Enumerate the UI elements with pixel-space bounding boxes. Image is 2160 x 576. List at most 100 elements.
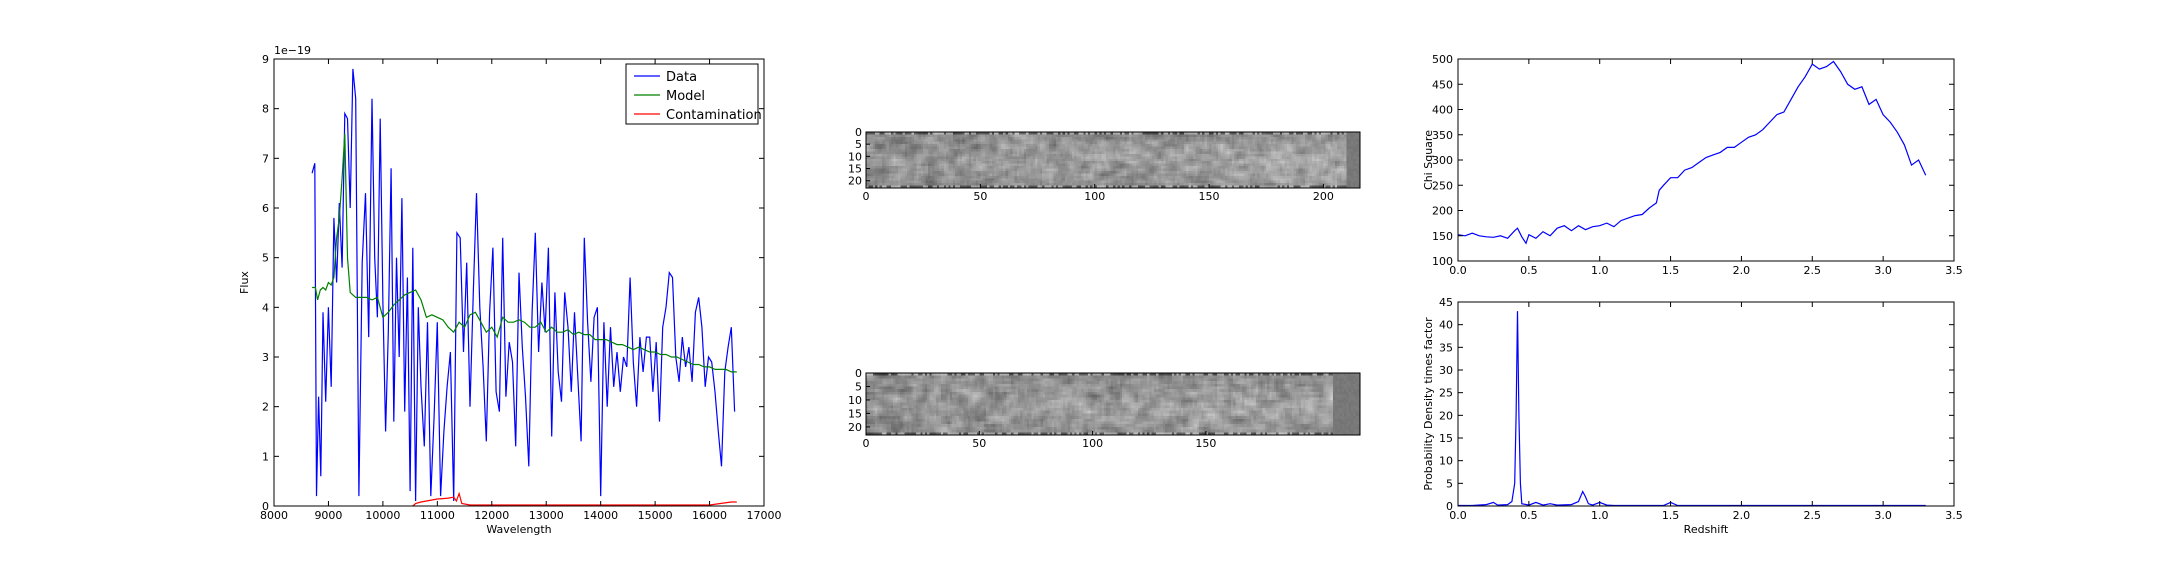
probability-ytick-label: 35	[1439, 341, 1453, 354]
spectrum-series-data-line	[311, 68, 736, 502]
legend-label-contamination: Contamination	[666, 108, 762, 123]
spectrum-xlabel: Wavelength	[486, 523, 551, 536]
spectrum-frame	[273, 58, 765, 507]
image-2-ytick-label: 5	[855, 380, 862, 393]
probability-xtick-label: 1.5	[1662, 509, 1680, 522]
image-1-xtick-label: 0	[863, 190, 870, 203]
spectrum-axes: 8000 9000 10000 11000 12000 13000 14000 15000 16…	[238, 44, 782, 536]
chi-square-ytick-label: 200	[1432, 205, 1453, 218]
image-2-xtick-label: 0	[863, 437, 870, 450]
chi-square-xtick-label: 3.0	[1874, 264, 1892, 277]
spectrum-ytick-label: 7	[262, 152, 269, 165]
spectrum-ytick-label: 1	[262, 450, 269, 463]
spectrum-ytick-label: 5	[262, 252, 269, 265]
spectrum-xtick-label: 9000	[314, 509, 342, 522]
probability-ytick-label: 0	[1446, 500, 1453, 513]
spectrum-xtick-label: 11000	[420, 509, 455, 522]
spectrum-series-contamination-line	[412, 491, 737, 506]
chi-square-frame	[1457, 58, 1955, 262]
spectrum-xtick-label: 10000	[365, 509, 400, 522]
spectrum-xtick-label: 13000	[529, 509, 564, 522]
image-2-xtick-label: 50	[972, 437, 986, 450]
chi-square-ytick-label: 250	[1432, 179, 1453, 192]
image-1-xtick-label: 100	[1084, 190, 1105, 203]
chi-square-ytick-label: 450	[1432, 78, 1453, 91]
probability-ytick-label: 45	[1439, 296, 1453, 309]
chi-square-xtick-label: 1.5	[1662, 264, 1680, 277]
chi-square-series-0-line	[1458, 60, 1927, 245]
image-2-pixels	[866, 373, 1361, 436]
chi-square-ytick-label: 100	[1432, 255, 1453, 268]
image-1-xtick-label: 50	[973, 190, 987, 203]
spectrum-ytick-label: 4	[262, 301, 269, 314]
legend-label-model: Model	[666, 89, 705, 104]
spectrum-xtick-label: 17000	[747, 509, 782, 522]
probability-ytick-label: 25	[1439, 387, 1453, 400]
image-2-ytick-label: 15	[848, 407, 862, 420]
chi-square-ytick-label: 350	[1432, 129, 1453, 142]
probability-ytick-label: 15	[1439, 432, 1453, 445]
spectrum-ytick-label: 9	[262, 53, 269, 66]
chi-square-xtick-label: 2.5	[1804, 264, 1822, 277]
probability-xtick-label: 0.0	[1449, 509, 1467, 522]
probability-series-0-line	[1458, 311, 1926, 506]
image-1-ytick-label: 5	[855, 138, 862, 151]
probability-xtick-label: 2.0	[1733, 509, 1751, 522]
spectrum-series-model-line	[312, 133, 737, 373]
spectrum-xtick-label: 14000	[583, 509, 618, 522]
spectrum-ytick-label: 2	[262, 401, 269, 414]
probability-ytick-label: 5	[1446, 477, 1453, 490]
chi-square-xtick-label: 0.5	[1520, 264, 1538, 277]
probability-ylabel: Probability Density times factor	[1422, 317, 1435, 491]
image-1-xtick-label: 150	[1199, 190, 1220, 203]
probability-ytick-label: 40	[1439, 319, 1453, 332]
chi-square-ytick-label: 300	[1432, 154, 1453, 167]
spectrum-ytick-label: 6	[262, 202, 269, 215]
spectrum-legend: Data Model Contamination	[625, 63, 762, 125]
probability-xtick-label: 0.5	[1520, 509, 1538, 522]
chi-square-ylabel: Chi Square	[1422, 130, 1435, 190]
chi-square-ytick-label: 150	[1432, 230, 1453, 243]
spectrum-xtick-label: 16000	[692, 509, 727, 522]
chi-square-ytick-label: 500	[1432, 53, 1453, 66]
chi-square-xtick-label: 1.0	[1591, 264, 1609, 277]
image-1-pixels	[866, 132, 1361, 189]
spectrum-xtick-label: 8000	[260, 509, 288, 522]
image-2-xtick-label: 150	[1195, 437, 1216, 450]
spectrum-ytick-label: 0	[262, 500, 269, 513]
image-1-frame	[865, 131, 1361, 189]
image-2-ytick-label: 0	[855, 367, 862, 380]
probability-axes: 0.0 0.5 1.0 1.5 2.0 2.5 3.0 3.5 0 5 10 15 20 25 30 35 40…	[1422, 296, 1963, 536]
probability-ytick-label: 30	[1439, 364, 1453, 377]
image-1-ytick-label: 10	[848, 150, 862, 163]
spectrum-xtick-label: 12000	[474, 509, 509, 522]
probability-xlabel: Redshift	[1684, 523, 1729, 536]
image-1-xtick-label: 200	[1313, 190, 1334, 203]
spectrum-ylabel: Flux	[238, 271, 251, 294]
legend-label-data: Data	[666, 70, 697, 85]
image-2-ytick-label: 20	[848, 421, 862, 434]
image-1-ytick-label: 15	[848, 163, 862, 176]
probability-xtick-label: 3.5	[1945, 509, 1963, 522]
probability-ytick-label: 10	[1439, 455, 1453, 468]
probability-ytick-label: 20	[1439, 409, 1453, 422]
chi-square-xtick-label: 2.0	[1733, 264, 1751, 277]
chi-square-ytick-label: 400	[1432, 104, 1453, 117]
image-1-ytick-label: 20	[848, 175, 862, 188]
image-2-ytick-label: 10	[848, 394, 862, 407]
image-2-xtick-label: 100	[1082, 437, 1103, 450]
chi-square-axes: 0.0 0.5 1.0 1.5 2.0 2.5 3.0 3.5 100 150 200 250 300 3…	[1422, 53, 1963, 277]
image-2-frame	[865, 372, 1361, 436]
probability-xtick-label: 3.0	[1874, 509, 1892, 522]
probability-xtick-label: 1.0	[1591, 509, 1609, 522]
image-1-ytick-label: 0	[855, 126, 862, 139]
spectrum-ytick-label: 8	[262, 103, 269, 116]
spectrum-ytick-label: 3	[262, 351, 269, 364]
spectrum-xtick-label: 15000	[638, 509, 673, 522]
spectrum-offset-text: 1e−19	[274, 44, 311, 57]
chi-square-xtick-label: 3.5	[1945, 264, 1963, 277]
probability-frame	[1457, 301, 1955, 507]
